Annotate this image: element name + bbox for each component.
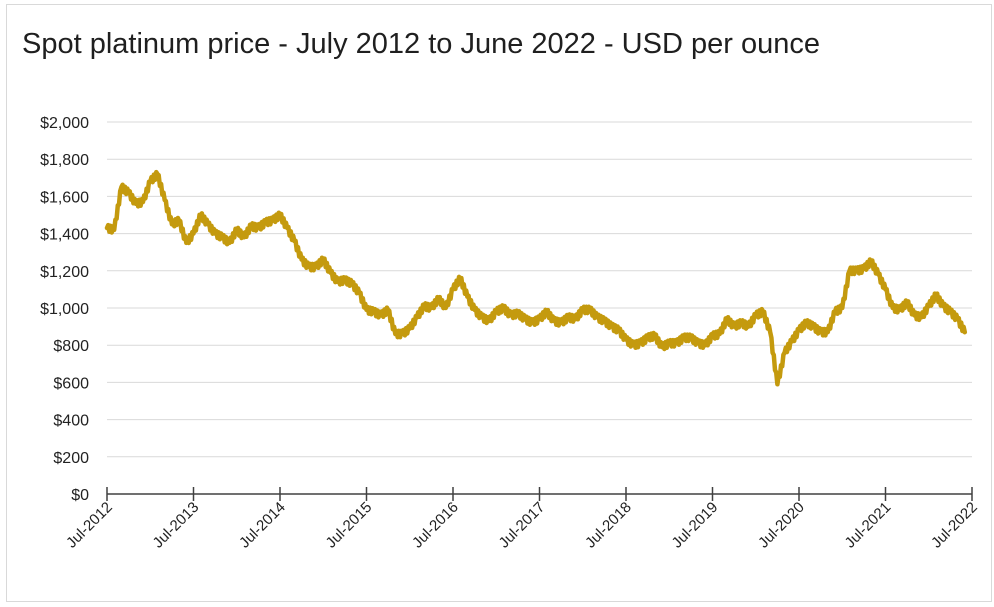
- y-tick-label: $800: [53, 338, 89, 355]
- x-tick-label: Jul-2012: [63, 499, 116, 552]
- y-axis-ticks: $0 $200 $400 $600 $800 $1,000 $1,200 $1,400 $1,6…: [40, 115, 89, 504]
- x-tick-label: Jul-2013: [150, 499, 203, 552]
- y-tick-label: $400: [53, 413, 89, 430]
- x-tick-label: Jul-2018: [582, 499, 635, 552]
- x-tick-label: Jul-2014: [236, 499, 289, 552]
- chart-title: Spot platinum price - July 2012 to June …: [22, 28, 820, 60]
- chart-frame: [6, 4, 992, 602]
- x-tick-label: Jul-2015: [323, 499, 376, 552]
- gridlines: [107, 121, 972, 458]
- y-tick-label: $1,600: [40, 189, 89, 206]
- x-tick-label: Jul-2016: [409, 499, 462, 552]
- y-tick-label: $1,000: [40, 301, 89, 318]
- y-tick-label: $1,400: [40, 227, 89, 244]
- x-tick-label: Jul-2017: [496, 499, 549, 552]
- y-tick-label: $1,800: [40, 152, 89, 169]
- x-axis-ticks: Jul-2012 Jul-2013 Jul-2014 Jul-2015 Jul-2016…: [63, 499, 981, 552]
- x-axis: [106, 487, 973, 501]
- y-tick-label: $2,000: [40, 115, 89, 132]
- x-tick-label: Jul-2021: [842, 499, 895, 552]
- y-tick-label: $600: [53, 375, 89, 392]
- x-tick-label: Jul-2022: [928, 499, 981, 552]
- x-tick-label: Jul-2019: [669, 499, 722, 552]
- x-tick-label: Jul-2020: [755, 499, 808, 552]
- y-tick-label: $1,200: [40, 264, 89, 281]
- y-tick-label: $200: [53, 450, 89, 467]
- platinum-price-line: [104, 169, 968, 387]
- y-tick-label: $0: [71, 487, 89, 504]
